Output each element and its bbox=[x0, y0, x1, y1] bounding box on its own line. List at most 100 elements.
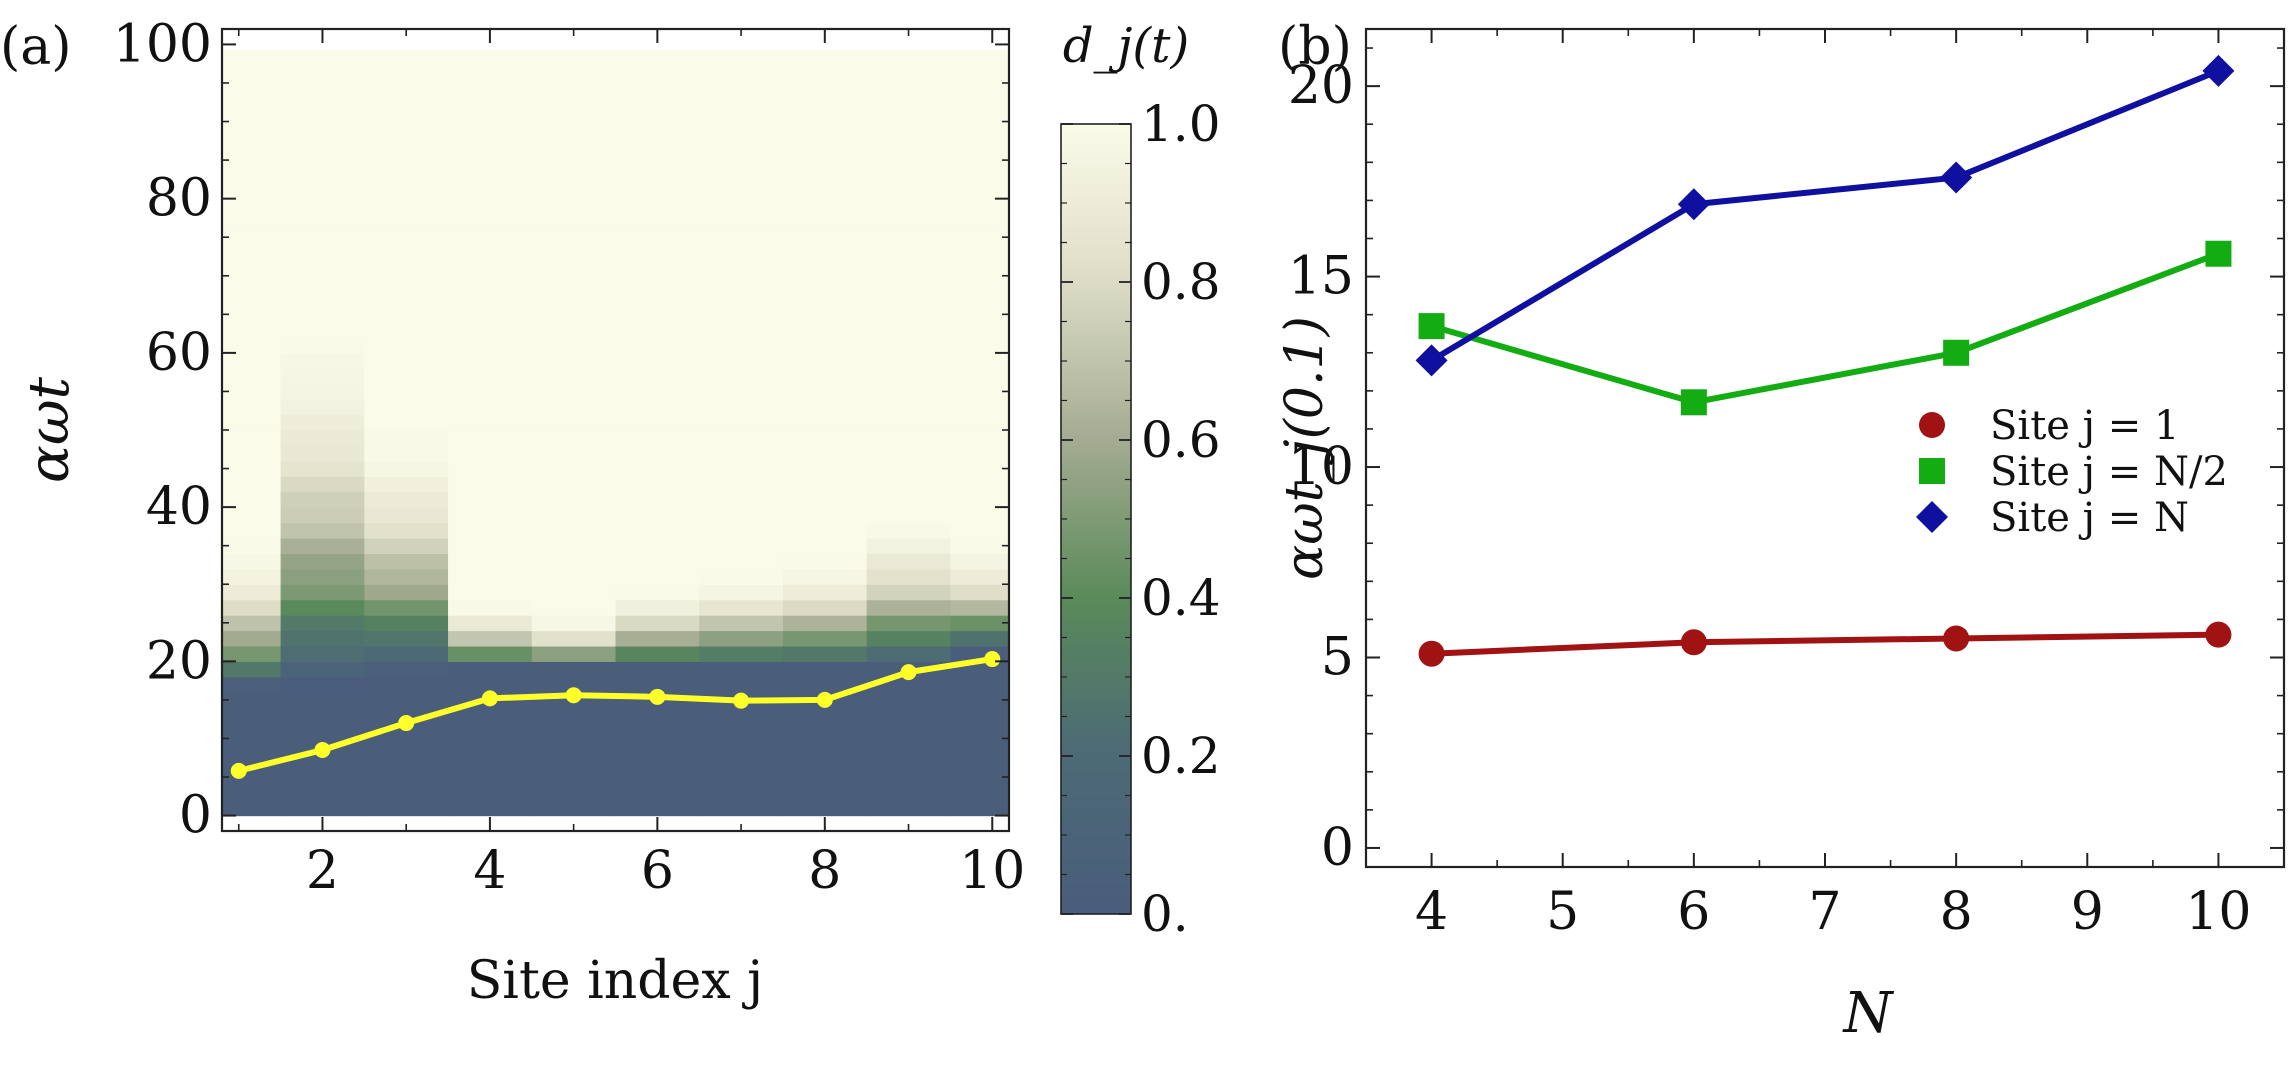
heatmap-cell bbox=[866, 738, 951, 755]
heatmap-cell bbox=[448, 291, 533, 308]
heatmap-cell bbox=[222, 537, 282, 554]
heatmap-cell bbox=[866, 460, 951, 477]
line-chart-xtick-label: 4 bbox=[1415, 882, 1448, 942]
heatmap-cell bbox=[782, 723, 868, 740]
heatmap-cell bbox=[531, 630, 617, 647]
heatmap-cell bbox=[364, 352, 449, 369]
max-line-point bbox=[649, 688, 666, 705]
heatmap-cell bbox=[222, 707, 282, 724]
heatmap-cell bbox=[782, 121, 868, 138]
heatmap-cell bbox=[448, 414, 533, 431]
heatmap-cell bbox=[782, 584, 868, 601]
heatmap-cell bbox=[950, 800, 1009, 817]
heatmap-cell bbox=[280, 75, 365, 92]
heatmap-cell bbox=[782, 491, 868, 508]
heatmap-cell bbox=[531, 430, 617, 447]
heatmap-cell bbox=[950, 50, 1009, 61]
heatmap-cell bbox=[699, 676, 784, 693]
heatmap-cell bbox=[364, 75, 449, 92]
heatmap-cell bbox=[280, 769, 365, 786]
colorbar-tick-label: 0.2 bbox=[1141, 727, 1221, 785]
heatmap-cell bbox=[531, 800, 617, 817]
heatmap-cell bbox=[699, 584, 784, 601]
heatmap-cell bbox=[531, 445, 617, 462]
heatmap-cell bbox=[531, 106, 617, 123]
heatmap-cell bbox=[950, 275, 1009, 292]
heatmap-cell bbox=[782, 291, 868, 308]
max-line-point bbox=[565, 687, 582, 704]
heatmap-cell bbox=[222, 738, 282, 755]
heatmap-cell bbox=[699, 445, 784, 462]
heatmap-cell bbox=[364, 229, 449, 246]
heatmap-cell bbox=[782, 430, 868, 447]
heatmap-cell bbox=[866, 491, 951, 508]
heatmap-cell bbox=[699, 753, 784, 770]
heatmap-cell bbox=[866, 121, 951, 138]
heatmap-xtick-label: 6 bbox=[641, 841, 674, 901]
heatmap-xtick-label: 2 bbox=[306, 841, 339, 901]
heatmap-cell bbox=[280, 291, 365, 308]
heatmap-cell bbox=[364, 198, 449, 215]
heatmap-cell bbox=[222, 723, 282, 740]
heatmap-cell bbox=[280, 152, 365, 169]
heatmap-cell bbox=[950, 445, 1009, 462]
heatmap-cell bbox=[615, 260, 700, 277]
heatmap-cell bbox=[280, 214, 365, 231]
legend-label: Site j = N/2 bbox=[1990, 449, 2228, 495]
heatmap-cell bbox=[448, 507, 533, 524]
heatmap-cell bbox=[615, 584, 700, 601]
legend-label: Site j = 1 bbox=[1990, 403, 2179, 449]
heatmap-cell bbox=[222, 568, 282, 585]
heatmap-cell bbox=[782, 50, 868, 61]
heatmap-cell bbox=[222, 337, 282, 354]
line-chart-ytick-label: 0 bbox=[1321, 818, 1354, 878]
heatmap-cell bbox=[699, 275, 784, 292]
heatmap-cell bbox=[950, 229, 1009, 246]
heatmap-cell bbox=[280, 90, 365, 107]
heatmap-cell bbox=[531, 322, 617, 339]
heatmap-cell bbox=[615, 537, 700, 554]
heatmap-cell bbox=[950, 352, 1009, 369]
heatmap-cell bbox=[866, 707, 951, 724]
heatmap-cell bbox=[531, 183, 617, 200]
heatmap-cell bbox=[950, 692, 1009, 709]
line-chart-ytick-label: 10 bbox=[1288, 437, 1354, 497]
heatmap-cell bbox=[280, 630, 365, 647]
heatmap-cell bbox=[448, 615, 533, 632]
heatmap-cell bbox=[866, 275, 951, 292]
heatmap-cell bbox=[222, 522, 282, 539]
heatmap-cell bbox=[280, 414, 365, 431]
heatmap-cell bbox=[782, 214, 868, 231]
line-chart-ytick-label: 20 bbox=[1288, 56, 1354, 116]
heatmap-cell bbox=[782, 460, 868, 477]
heatmap-cell bbox=[222, 306, 282, 323]
heatmap-cell bbox=[950, 90, 1009, 107]
heatmap-cell bbox=[615, 90, 700, 107]
heatmap-cell bbox=[782, 306, 868, 323]
heatmap-cell bbox=[615, 615, 700, 632]
heatmap-cell bbox=[364, 368, 449, 385]
colorbar-tick-label: 0.6 bbox=[1141, 411, 1221, 469]
max-line-point bbox=[816, 691, 833, 708]
heatmap-cell bbox=[950, 476, 1009, 493]
heatmap-cell bbox=[448, 75, 533, 92]
heatmap-cell bbox=[364, 275, 449, 292]
heatmap-cell bbox=[280, 383, 365, 400]
heatmap-cell bbox=[950, 414, 1009, 431]
heatmap-cell bbox=[615, 167, 700, 184]
heatmap-cell bbox=[364, 106, 449, 123]
heatmap-cell bbox=[448, 183, 533, 200]
colorbar-tick-label: 0. bbox=[1141, 885, 1189, 943]
heatmap-cell bbox=[364, 90, 449, 107]
heatmap-xtick-label: 10 bbox=[959, 841, 1025, 901]
heatmap-cell bbox=[364, 167, 449, 184]
heatmap-cell bbox=[448, 537, 533, 554]
heatmap-cell bbox=[866, 368, 951, 385]
heatmap-cell bbox=[280, 784, 365, 801]
max-line-point bbox=[230, 762, 247, 779]
heatmap-cell bbox=[950, 584, 1009, 601]
heatmap-cell bbox=[448, 553, 533, 570]
heatmap-ytick-label: 60 bbox=[146, 323, 212, 383]
heatmap-cell bbox=[950, 214, 1009, 231]
